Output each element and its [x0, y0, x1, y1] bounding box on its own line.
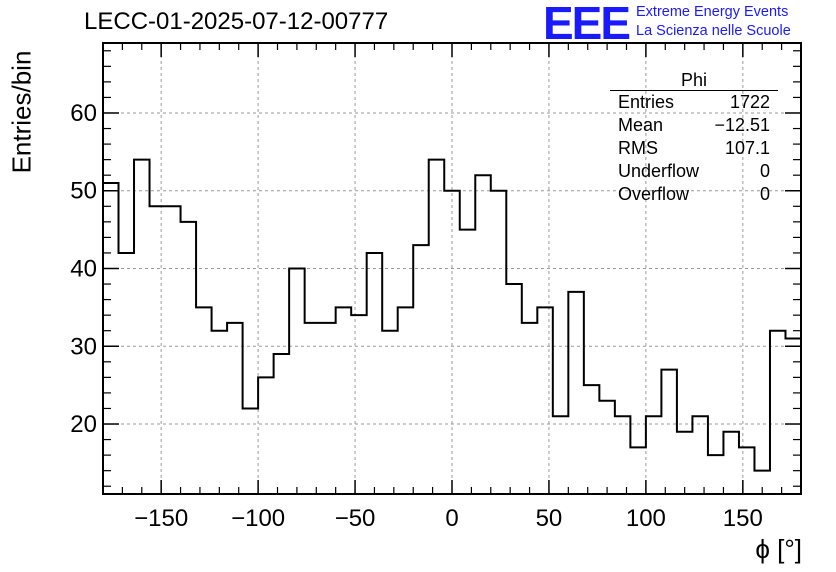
x-tick-label: 50 — [536, 505, 563, 532]
stats-value: −12.51 — [714, 115, 770, 135]
y-tick-label: 30 — [70, 333, 97, 360]
stats-label: Mean — [618, 115, 664, 135]
x-tick-label: −100 — [231, 505, 285, 532]
logo-caption: Extreme Energy Events La Scienza nelle S… — [636, 3, 791, 41]
stats-value: 107.1 — [724, 138, 770, 158]
y-tick-label: 50 — [70, 178, 97, 205]
x-axis-label: ϕ [°] — [755, 534, 802, 564]
stats-label: Underflow — [618, 161, 700, 181]
y-tick-label: 20 — [70, 411, 97, 438]
x-tick-label: −150 — [134, 505, 188, 532]
stats-label: Overflow — [618, 184, 690, 204]
stats-title: Phi — [610, 70, 778, 91]
x-tick-label: 150 — [723, 505, 763, 532]
stats-row: Entries 1722 — [610, 91, 778, 114]
chart-title: LECC-01-2025-07-12-00777 — [84, 8, 389, 35]
x-tick-label: 100 — [626, 505, 666, 532]
stats-value: 0 — [759, 161, 770, 181]
y-tick-label: 60 — [70, 100, 97, 127]
eee-logo: EEE — [543, 0, 631, 49]
x-tick-label: −50 — [335, 505, 376, 532]
axis-ticks — [103, 43, 801, 494]
stats-box: Phi Entries 1722 Mean −12.51 RMS 107.1 U… — [610, 70, 778, 206]
stats-value: 0 — [759, 184, 770, 204]
plot-frame — [102, 42, 802, 495]
tick-labels: −150 −100 −50 0 50 100 150 20 30 40 50 60 — [70, 100, 763, 532]
stats-row: Underflow 0 — [610, 160, 778, 183]
logo-caption-line1: Extreme Energy Events — [636, 4, 789, 20]
stats-row: RMS 107.1 — [610, 137, 778, 160]
stats-row: Overflow 0 — [610, 183, 778, 206]
x-tick-label: 0 — [445, 505, 458, 532]
y-tick-label: 40 — [70, 256, 97, 283]
y-axis-label: Entries/bin — [6, 50, 37, 174]
stats-label: RMS — [618, 138, 658, 158]
stats-value: 1722 — [729, 92, 770, 112]
stats-row: Mean −12.51 — [610, 114, 778, 137]
histogram-series-phi — [103, 158, 801, 472]
logo-caption-line2: La Scienza nelle Scuole — [636, 23, 791, 39]
stats-label: Entries — [618, 92, 675, 112]
